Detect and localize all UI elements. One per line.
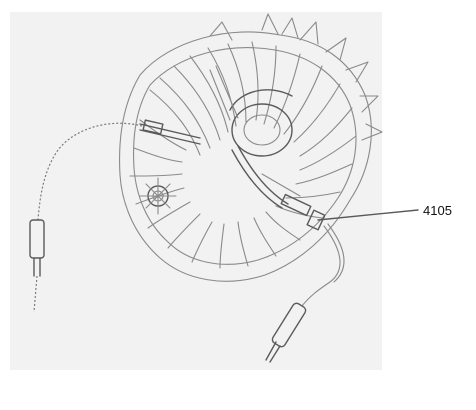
callout-leader: [317, 209, 419, 221]
probe-upper: [139, 119, 201, 145]
hub: [209, 65, 293, 157]
sensor-cable-right: [265, 223, 345, 363]
secondary-hub: [139, 177, 177, 215]
probe-lower: [231, 145, 326, 231]
sensor-cable-left: [29, 122, 143, 313]
callout-label: 4105: [423, 203, 452, 218]
blade-tips: [209, 13, 383, 141]
